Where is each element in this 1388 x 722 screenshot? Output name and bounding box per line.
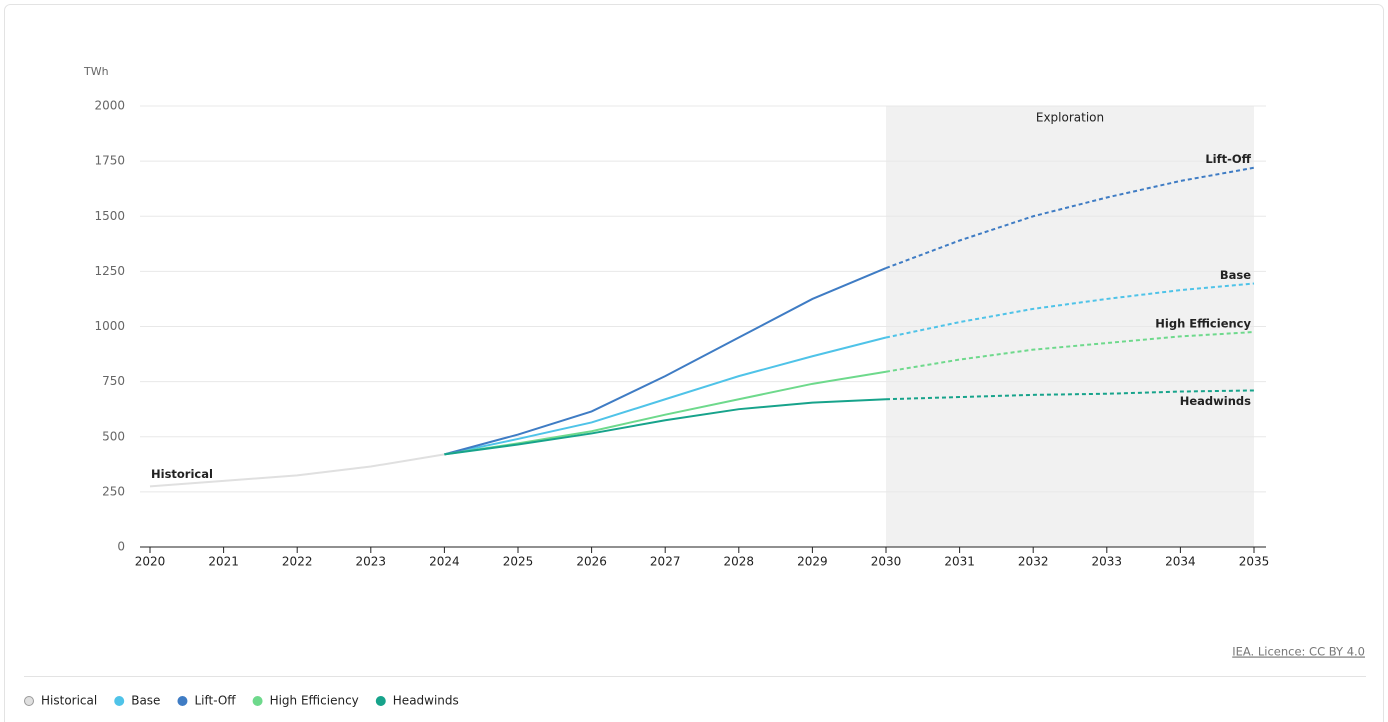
legend-marker[interactable] [24, 696, 34, 706]
y-tick-label: 1250 [94, 264, 125, 278]
series-line [885, 389, 1255, 401]
series-label: Headwinds [1180, 394, 1251, 408]
x-tick-label: 2033 [1092, 555, 1123, 569]
y-tick-label: 250 [102, 484, 125, 498]
series-label: Historical [151, 467, 213, 481]
x-tick-label: 2024 [429, 555, 460, 569]
x-tick-label: 2026 [576, 555, 607, 569]
x-tick-label: 2031 [944, 555, 975, 569]
x-tick-label: 2020 [135, 555, 166, 569]
x-tick-label: 2029 [797, 555, 828, 569]
y-tick-label: 1750 [94, 154, 125, 168]
legend-label[interactable]: Historical [41, 694, 97, 708]
series-line [444, 336, 887, 456]
series-line [149, 453, 445, 488]
y-tick-label: 1000 [94, 319, 125, 333]
source-link[interactable]: IEA. Licence: CC BY 4.0 [1232, 645, 1365, 659]
legend-label[interactable]: Lift-Off [194, 694, 236, 708]
x-tick-label: 2027 [650, 555, 681, 569]
series-label: Lift-Off [1205, 152, 1251, 166]
x-tick-label: 2032 [1018, 555, 1049, 569]
series-line [885, 282, 1255, 339]
series-line [444, 370, 887, 456]
y-unit: TWh [83, 65, 109, 78]
x-tick-label: 2028 [724, 555, 755, 569]
x-tick-label: 2022 [282, 555, 313, 569]
y-tick-label: 500 [102, 429, 125, 443]
region-label: Exploration [1036, 111, 1104, 125]
y-tick-label: 0 [117, 540, 125, 554]
series-label: High Efficiency [1155, 317, 1251, 331]
legend-label[interactable]: Headwinds [393, 694, 459, 708]
legend-marker[interactable] [177, 696, 188, 706]
y-tick-label: 750 [102, 374, 125, 388]
y-tick-label: 2000 [94, 99, 125, 113]
x-tick-label: 2034 [1165, 555, 1196, 569]
series-line [885, 166, 1255, 270]
x-tick-label: 2021 [208, 555, 239, 569]
series-line [885, 331, 1255, 373]
x-tick-label: 2035 [1239, 555, 1270, 569]
series-label: Base [1220, 268, 1251, 282]
y-tick-label: 1500 [94, 209, 125, 223]
x-tick-label: 2023 [356, 555, 387, 569]
legend-label[interactable]: Base [131, 694, 160, 708]
legend-marker[interactable] [375, 696, 386, 706]
series-line [444, 267, 887, 456]
legend-marker[interactable] [114, 696, 125, 706]
legend-marker[interactable] [252, 696, 263, 706]
x-tick-label: 2030 [871, 555, 902, 569]
x-tick-label: 2025 [503, 555, 534, 569]
series-line [444, 398, 887, 456]
legend-label[interactable]: High Efficiency [270, 694, 359, 708]
